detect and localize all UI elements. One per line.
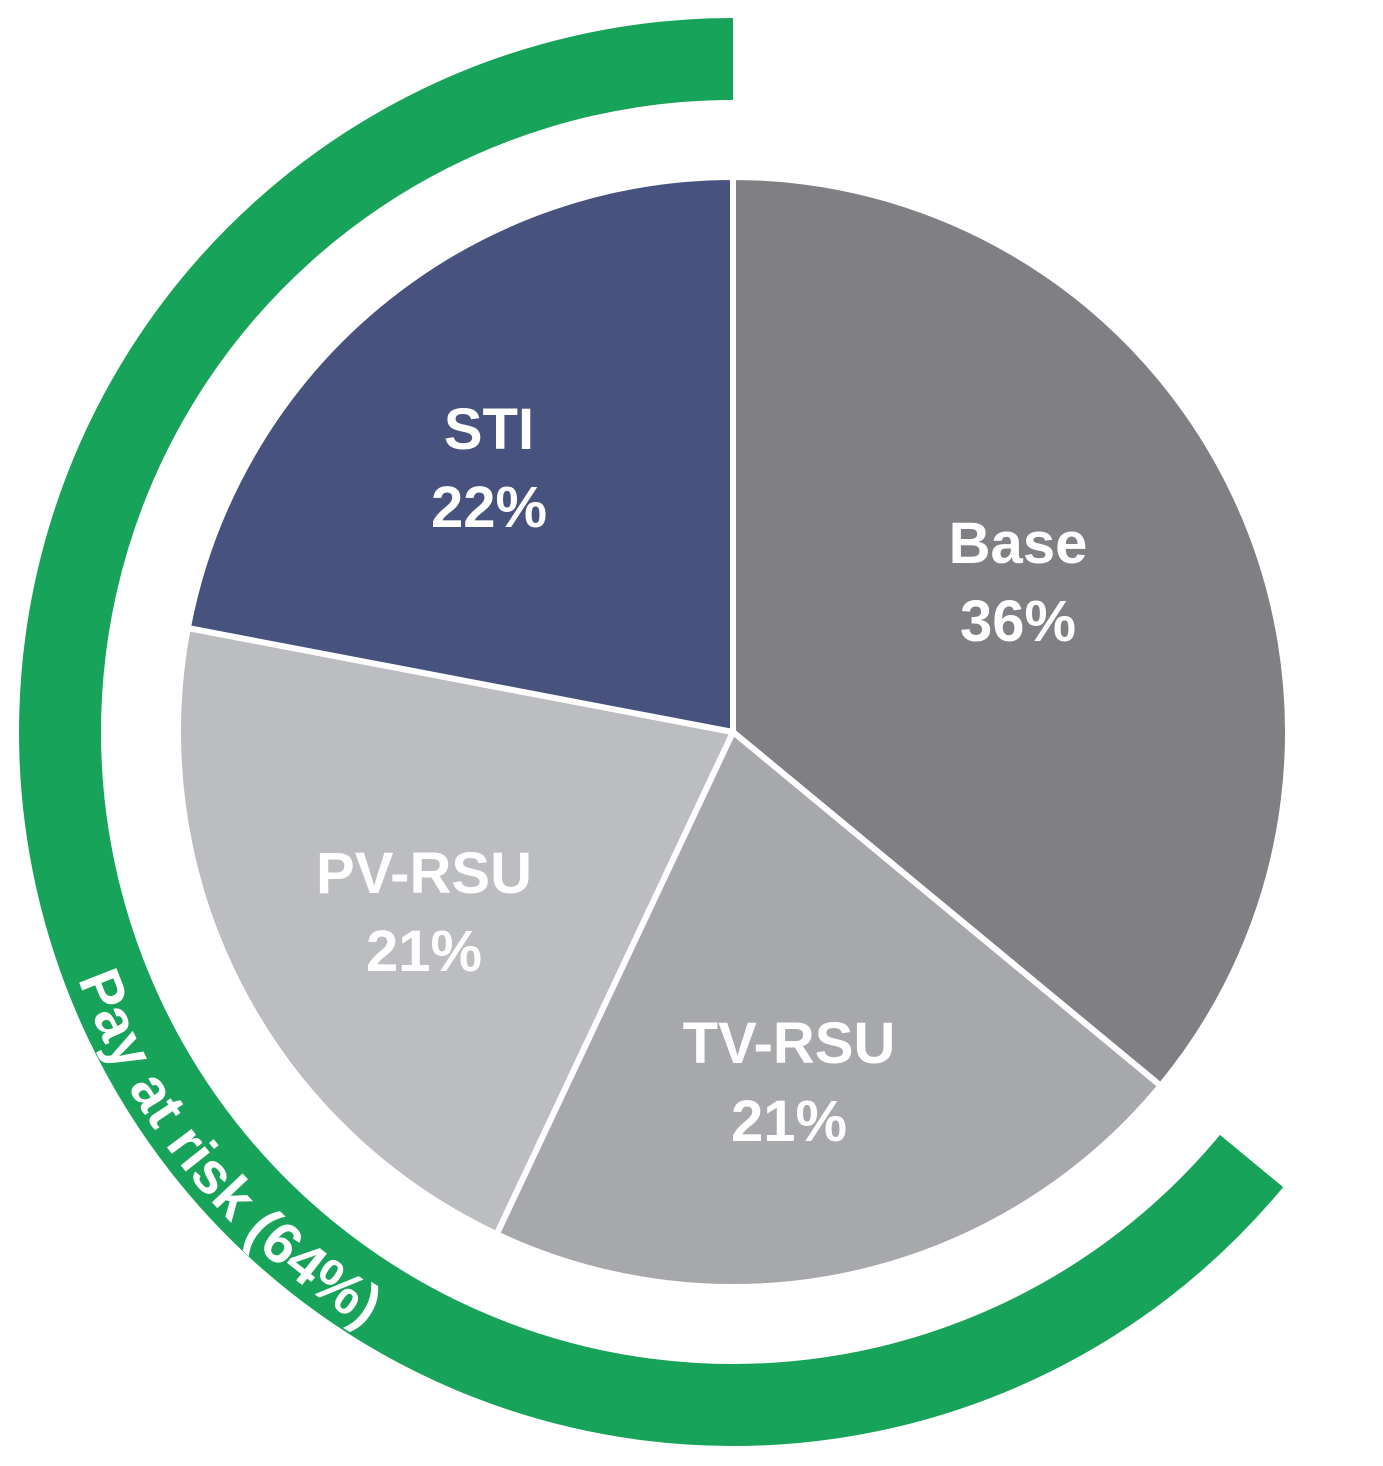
slice-label-base: Base bbox=[949, 511, 1088, 576]
slice-value-sti: 22% bbox=[431, 475, 547, 540]
slice-label-sti: STI bbox=[444, 397, 534, 462]
slice-value-tv-rsu: 21% bbox=[731, 1089, 847, 1154]
slice-tv-rsu bbox=[493, 729, 1164, 1290]
slice-pv-rsu bbox=[175, 625, 736, 1238]
pie-slices bbox=[175, 174, 1291, 1290]
slice-label-pv-rsu: PV-RSU bbox=[316, 841, 532, 906]
slice-sti bbox=[184, 174, 736, 735]
slice-labels: Base 36% TV-RSU 21% PV-RSU 21% STI 22% bbox=[316, 397, 1087, 1154]
slice-label-tv-rsu: TV-RSU bbox=[683, 1011, 896, 1076]
slice-value-pv-rsu: 21% bbox=[366, 919, 482, 984]
pay-at-risk-ring bbox=[19, 18, 1284, 1446]
slice-value-base: 36% bbox=[960, 589, 1076, 654]
slice-base bbox=[730, 174, 1291, 1089]
